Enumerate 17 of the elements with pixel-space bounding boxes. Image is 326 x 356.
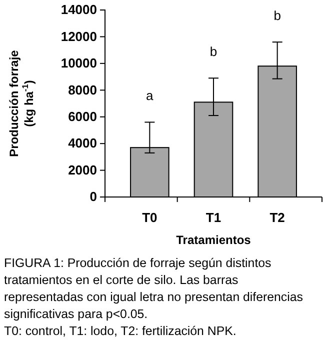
y-tick-label: 12000 — [60, 28, 97, 44]
y-tick-label: 6000 — [68, 109, 97, 124]
x-tick-label: T0 — [142, 210, 158, 225]
y-tick-label: 4000 — [68, 136, 97, 151]
y-tick-label: 14000 — [60, 2, 97, 18]
annotation: b — [274, 8, 281, 24]
text: FIGURA 1: Producción de forraje según distintos tratamientos en el corte de silo. Las barras representadas con igual letra no presentan diferencias significativas para p<0.05. — [4, 255, 304, 323]
annotation: b — [210, 44, 218, 60]
text: T0: control, T1: lodo, T2: fertilización NPK. — [4, 323, 238, 340]
y-tick-label: 0 — [90, 189, 97, 204]
x-axis-title: Tratamientos — [176, 233, 252, 247]
y-tick-label: 10000 — [60, 56, 97, 71]
y-tick-label: 2000 — [68, 162, 97, 178]
x-tick-label: T2 — [270, 210, 285, 225]
annotation: a — [146, 88, 154, 104]
x-tick-label: T1 — [206, 210, 222, 225]
y-tick-label: 8000 — [68, 82, 97, 98]
